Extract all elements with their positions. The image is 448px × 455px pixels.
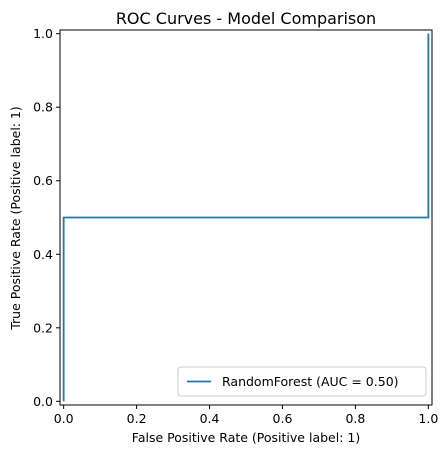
chart-title: ROC Curves - Model Comparison xyxy=(116,9,376,28)
x-tick-label: 0.2 xyxy=(127,411,147,426)
y-axis-ticks: 0.0 0.2 0.4 0.6 0.8 1.0 xyxy=(33,26,60,409)
x-tick-label: 0.4 xyxy=(200,411,220,426)
legend-box xyxy=(177,366,427,397)
roc-curve-line xyxy=(62,33,430,402)
x-tick-label: 0.0 xyxy=(54,411,74,426)
x-tick-label: 1.0 xyxy=(418,411,438,426)
legend-entry-label: RandomForest (AUC = 0.50) xyxy=(222,374,399,389)
y-tick-label: 0.6 xyxy=(33,173,53,188)
legend: RandomForest (AUC = 0.50) xyxy=(177,366,427,397)
series-layer xyxy=(62,33,430,402)
y-tick-label: 0.0 xyxy=(33,394,53,409)
y-tick-label: 0.4 xyxy=(33,247,53,262)
plot-frame xyxy=(59,29,433,406)
x-tick-label: 0.8 xyxy=(345,411,365,426)
y-tick-label: 0.8 xyxy=(33,100,53,115)
x-axis-ticks: 0.0 0.2 0.4 0.6 0.8 1.0 xyxy=(54,405,438,426)
y-tick-label: 1.0 xyxy=(33,26,53,41)
y-tick-label: 0.2 xyxy=(33,320,53,335)
x-axis-label: False Positive Rate (Positive label: 1) xyxy=(132,430,360,445)
plot-area xyxy=(59,29,433,406)
x-tick-label: 0.6 xyxy=(273,411,293,426)
y-axis-label: True Positive Rate (Positive label: 1) xyxy=(8,106,23,331)
